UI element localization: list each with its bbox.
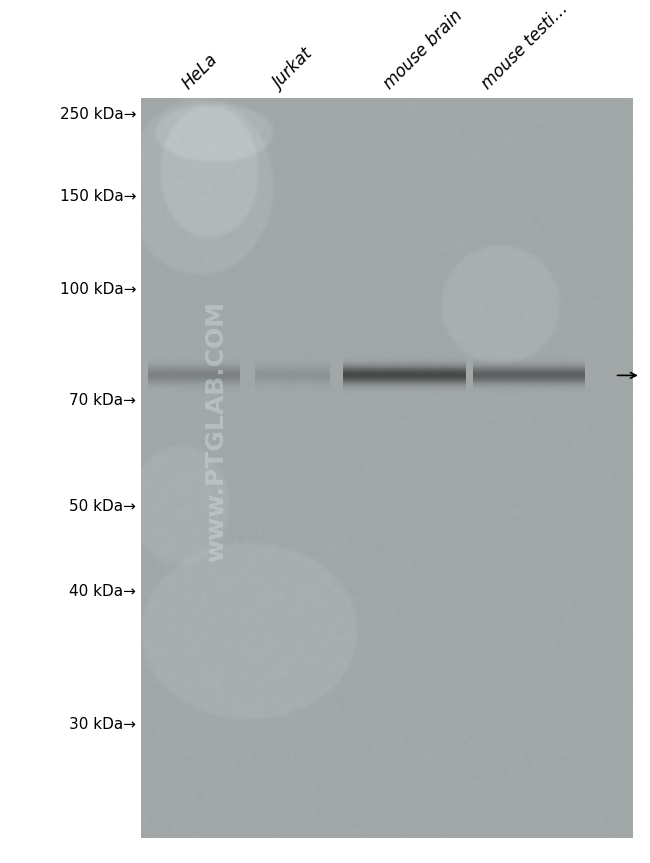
Text: Jurkat: Jurkat	[270, 46, 317, 93]
Text: 250 kDa→: 250 kDa→	[60, 107, 136, 123]
Text: mouse brain: mouse brain	[380, 7, 467, 93]
Text: 30 kDa→: 30 kDa→	[69, 717, 136, 733]
Text: www.PTGLAB.COM: www.PTGLAB.COM	[203, 301, 227, 562]
Text: 150 kDa→: 150 kDa→	[60, 189, 136, 205]
Text: HeLa: HeLa	[179, 51, 222, 93]
Text: 40 kDa→: 40 kDa→	[69, 583, 136, 599]
Text: 70 kDa→: 70 kDa→	[69, 393, 136, 408]
Text: mouse testi…: mouse testi…	[478, 0, 571, 93]
Text: 100 kDa→: 100 kDa→	[60, 281, 136, 297]
Text: 50 kDa→: 50 kDa→	[69, 499, 136, 514]
